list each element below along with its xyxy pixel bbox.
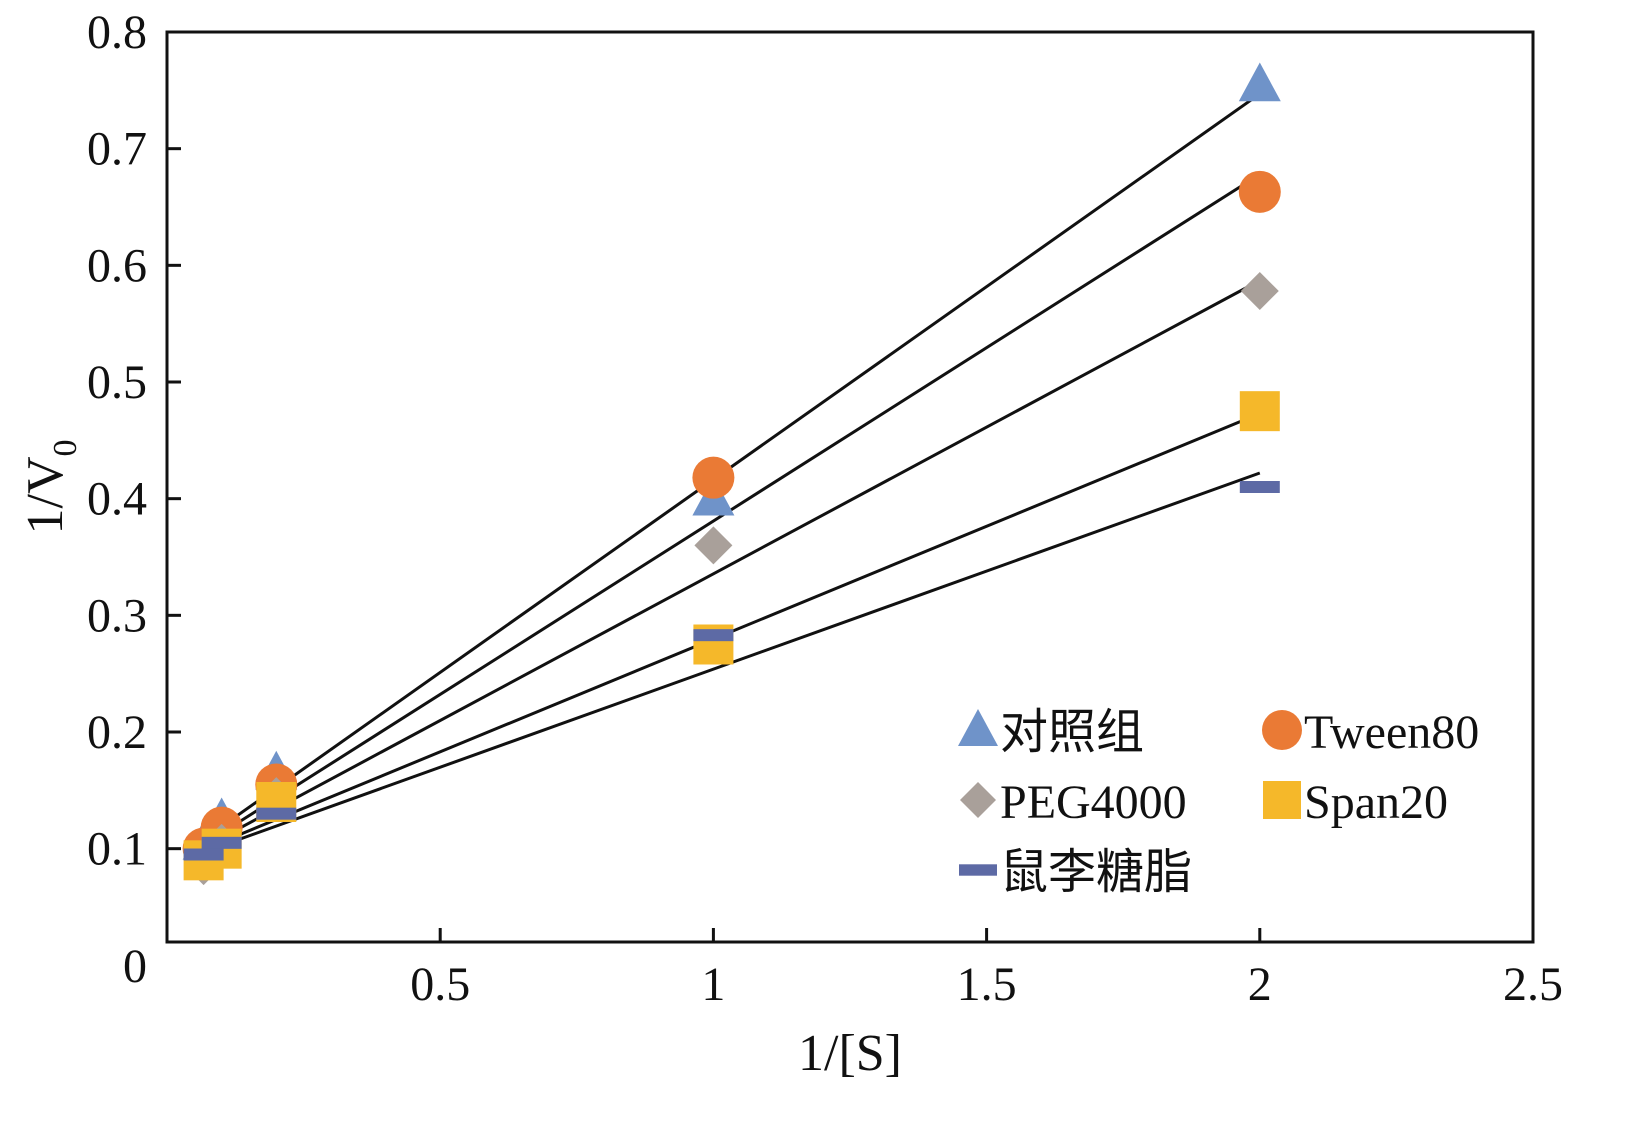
y-tick-label-0: 0.1 <box>87 823 147 876</box>
legend: 对照组 Tween80 PEG4000 Span20 鼠李糖脂 <box>958 706 1479 899</box>
point-s4-1 <box>201 836 242 849</box>
point-s2-3 <box>694 526 733 565</box>
x-tick-label-4: 2.5 <box>1503 958 1563 1011</box>
legend-marker-4 <box>959 864 997 876</box>
markers-layer <box>182 62 1281 886</box>
y-tick-labels: 0.1 0.2 0.3 0.4 0.5 0.6 0.7 0.8 <box>87 6 147 876</box>
y-tick-label-2: 0.3 <box>87 589 147 642</box>
y-axis-title-main: 1/V <box>17 457 74 535</box>
y-tick-label-3: 0.4 <box>87 473 147 526</box>
fit-line-2 <box>196 279 1261 853</box>
legend-marker-2 <box>960 782 996 818</box>
point-s0-4 <box>1238 62 1281 102</box>
x-tick-label-1: 1 <box>701 958 725 1011</box>
origin-tick-label: 0 <box>123 940 147 993</box>
point-s4-3 <box>693 629 734 642</box>
legend-marker-1 <box>1262 710 1302 750</box>
plot-frame <box>165 30 1535 944</box>
legend-label-2: PEG4000 <box>1000 776 1187 829</box>
y-tick-label-5: 0.6 <box>87 239 147 292</box>
x-tick-label-3: 2 <box>1248 958 1272 1011</box>
point-s1-4 <box>1238 170 1281 213</box>
point-s1-3 <box>692 456 735 499</box>
x-tick-label-0: 0.5 <box>410 958 470 1011</box>
y-axis-title: 1/V0 <box>17 440 84 535</box>
point-s3-4 <box>1239 391 1280 432</box>
x-axis-title: 1/[S] <box>798 1025 902 1082</box>
point-s2-4 <box>1240 272 1279 310</box>
legend-marker-0 <box>958 709 998 746</box>
y-tick-label-7: 0.8 <box>87 6 147 59</box>
point-s4-2 <box>256 807 297 820</box>
point-s4-0 <box>183 848 224 861</box>
legend-label-0: 对照组 <box>1000 706 1144 759</box>
y-axis-title-subscript: 0 <box>47 440 84 457</box>
x-tick-labels: 0.5 1 1.5 2 2.5 <box>410 958 1563 1011</box>
y-tick-label-1: 0.2 <box>87 706 147 759</box>
point-s4-4 <box>1239 481 1280 493</box>
x-tick-label-2: 1.5 <box>957 958 1017 1011</box>
legend-label-4: 鼠李糖脂 <box>1000 846 1192 899</box>
legend-label-3: Span20 <box>1304 776 1448 829</box>
legend-marker-3 <box>1263 781 1301 819</box>
y-tick-label-6: 0.7 <box>87 123 147 176</box>
legend-label-1: Tween80 <box>1304 706 1479 759</box>
y-tick-label-4: 0.5 <box>87 356 147 409</box>
